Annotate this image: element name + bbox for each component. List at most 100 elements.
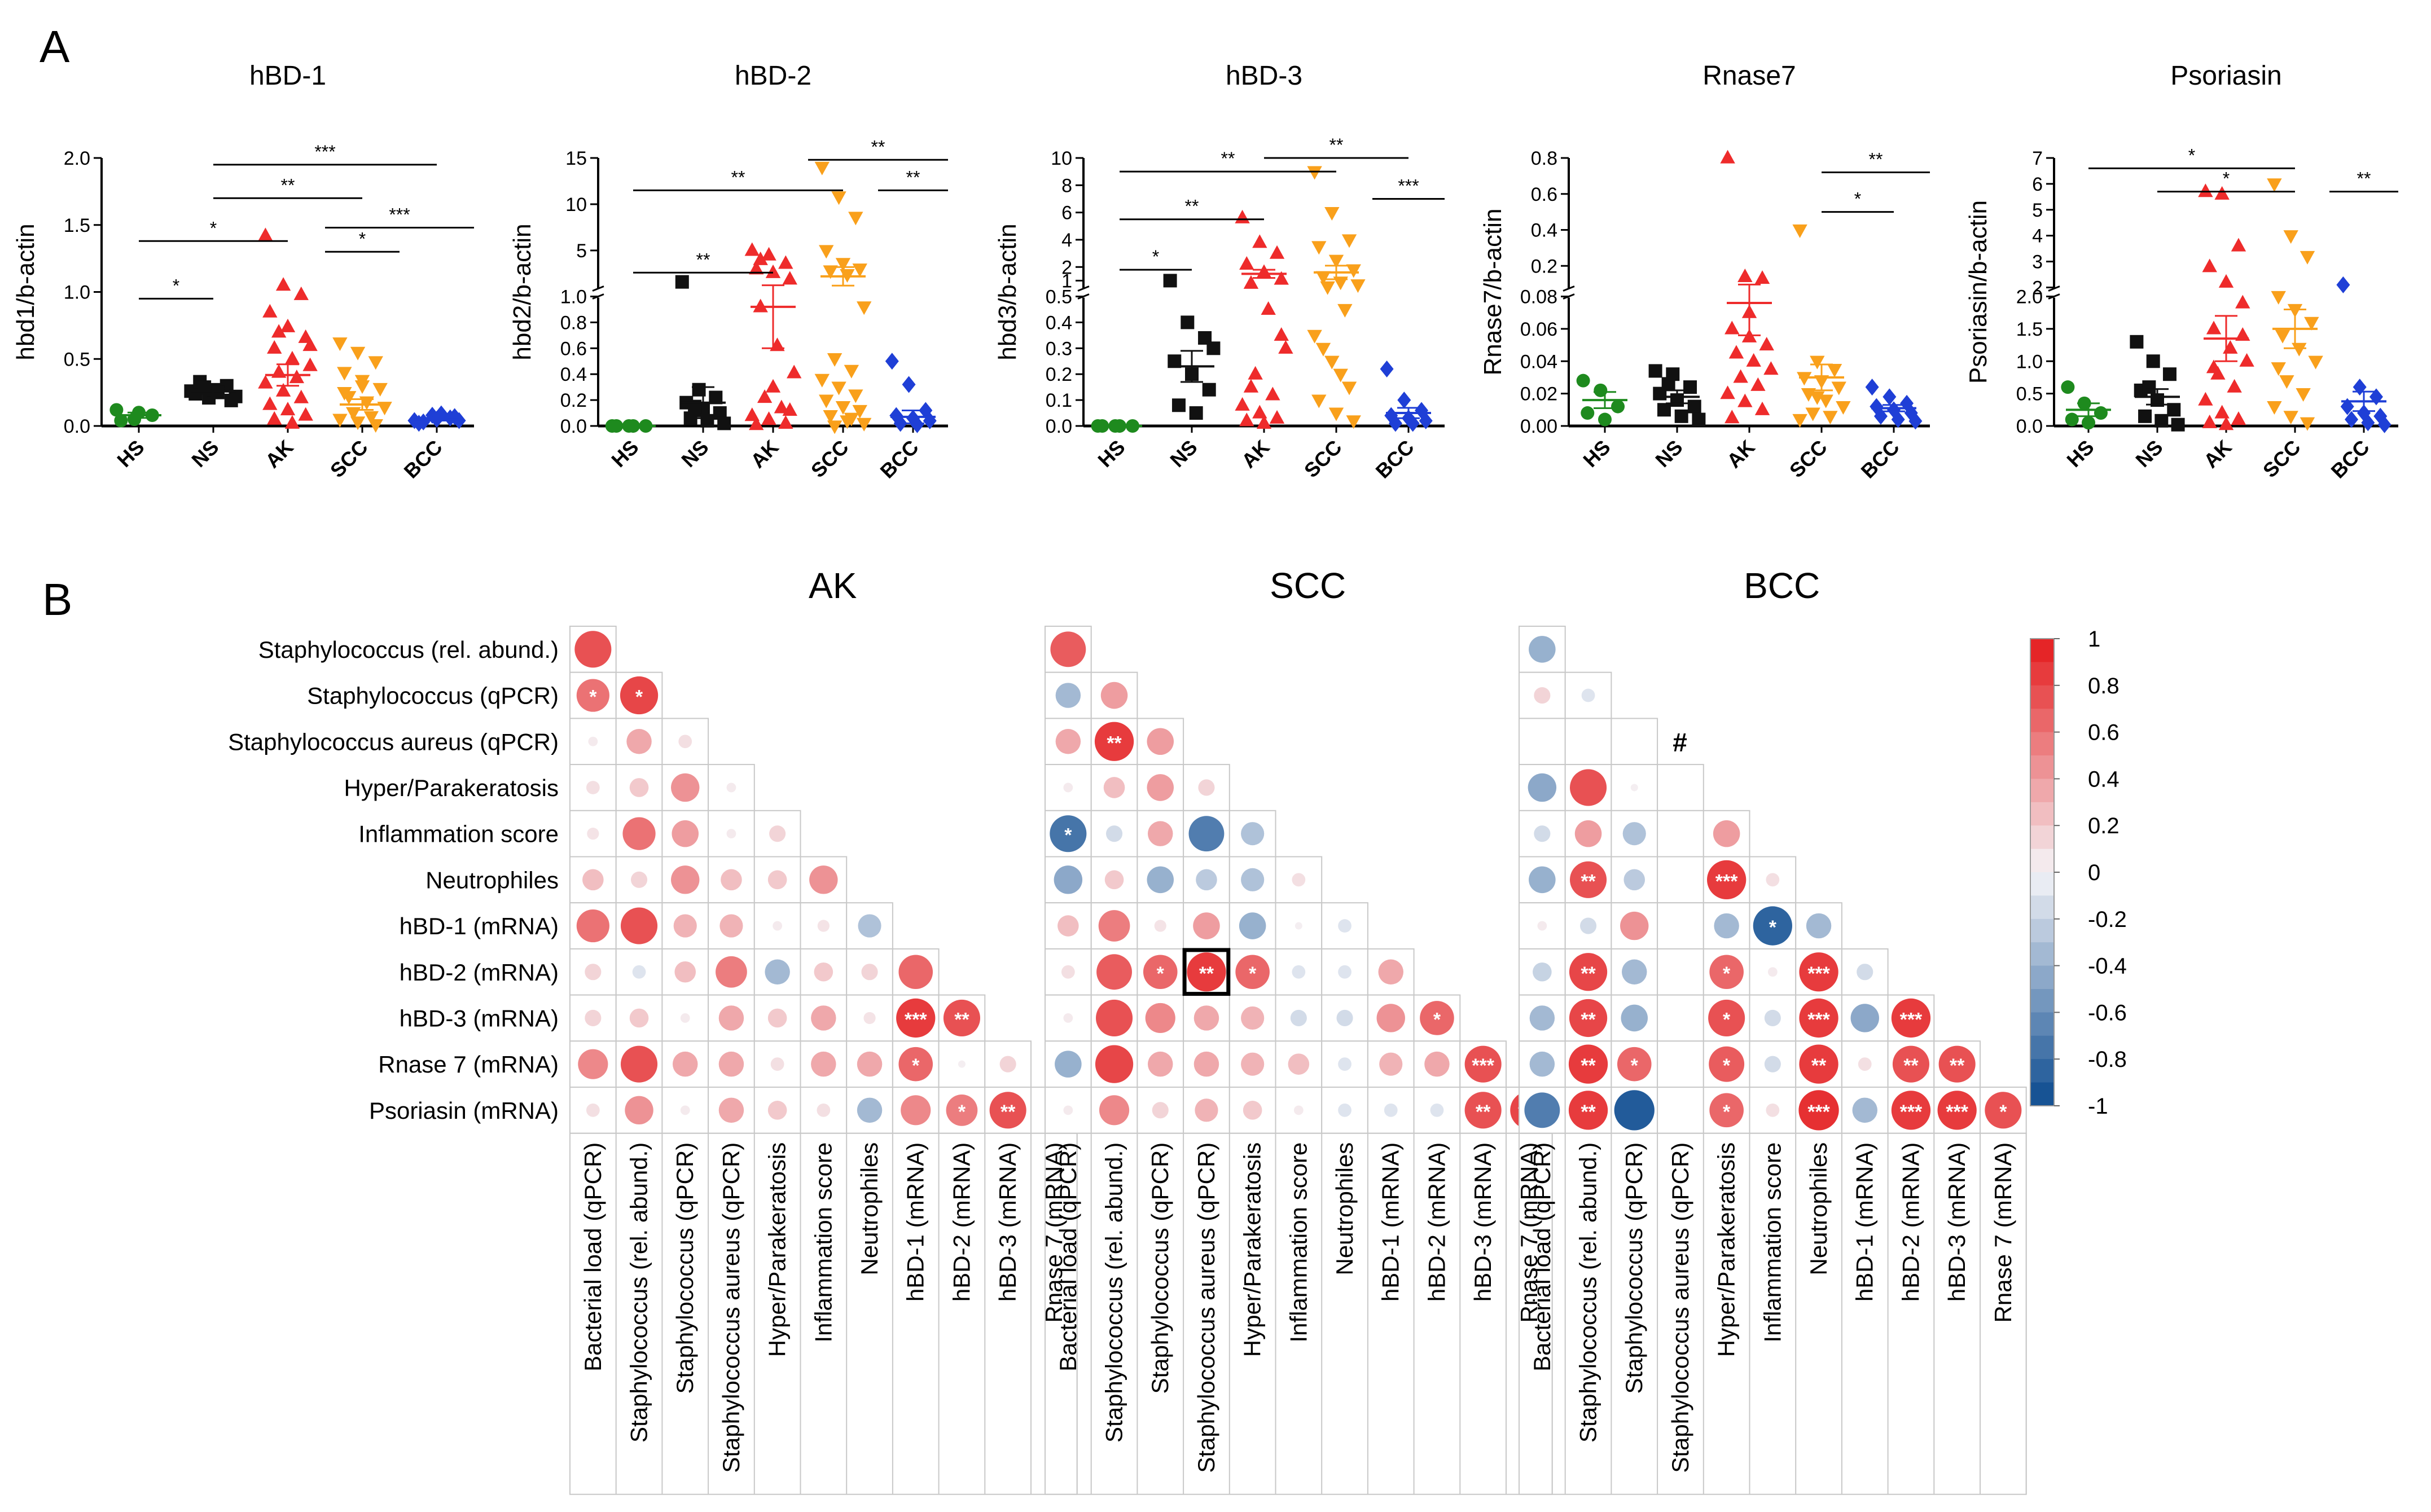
data-point bbox=[1661, 377, 1675, 391]
column-label: hBD-3 (mRNA) bbox=[994, 1142, 1021, 1302]
data-point bbox=[1324, 355, 1340, 370]
correlation-circle bbox=[1570, 861, 1607, 898]
correlation-circle bbox=[1799, 998, 1838, 1038]
column-label: Neutrophiles bbox=[1805, 1142, 1832, 1276]
y-tick-label: 6 bbox=[2032, 174, 2043, 195]
y-tick-label: 0.4 bbox=[560, 364, 587, 385]
colorbar-segment bbox=[2030, 942, 2054, 966]
colorbar-tick-label: -1 bbox=[2088, 1094, 2108, 1119]
data-point bbox=[262, 304, 278, 318]
correlation-circle bbox=[1524, 1092, 1560, 1128]
data-point bbox=[1792, 224, 1807, 238]
data-point bbox=[814, 373, 830, 388]
significance-star: * bbox=[1157, 963, 1165, 984]
column-label: Inflammation score bbox=[1759, 1142, 1785, 1343]
data-point bbox=[757, 389, 773, 403]
matrix-cell bbox=[1657, 902, 1704, 950]
y-tick-label: 1.5 bbox=[2016, 319, 2043, 340]
correlation-circle bbox=[811, 1051, 836, 1077]
data-point bbox=[1235, 397, 1250, 411]
matrix-cell bbox=[1657, 764, 1704, 811]
y-tick-label: 15 bbox=[565, 148, 587, 169]
y-tick-label: 7 bbox=[2032, 148, 2043, 169]
x-tick-label: NS bbox=[1165, 436, 1201, 472]
chart-title: Psoriasin bbox=[2170, 61, 2281, 91]
correlation-circle bbox=[989, 1092, 1026, 1129]
correlation-circle bbox=[721, 869, 742, 891]
colorbar-segment bbox=[2030, 918, 2054, 943]
data-point bbox=[1269, 410, 1285, 424]
panel-a-label: A bbox=[40, 21, 70, 72]
significance-label: ** bbox=[1329, 135, 1344, 155]
correlation-circle bbox=[1529, 866, 1556, 894]
data-point bbox=[2065, 412, 2079, 427]
data-point bbox=[1171, 398, 1186, 412]
significance-label: * bbox=[173, 275, 179, 296]
data-point bbox=[271, 324, 287, 338]
correlation-circle bbox=[1292, 873, 1306, 887]
column-label: Staphylococcus (rel. abund.) bbox=[626, 1142, 652, 1443]
significance-star: ** bbox=[1476, 1101, 1491, 1123]
colorbar-tick-label: 0.8 bbox=[2088, 674, 2120, 698]
data-point bbox=[1750, 377, 1766, 391]
correlation-circle bbox=[1241, 868, 1265, 891]
matrix-cell bbox=[569, 1040, 617, 1088]
highlight-box bbox=[1182, 948, 1231, 996]
significance-star: * bbox=[1723, 963, 1731, 984]
significance-star: * bbox=[958, 1101, 966, 1123]
colorbar-segment bbox=[2030, 895, 2054, 920]
colorbar-segment bbox=[2030, 1012, 2054, 1036]
data-point bbox=[1657, 403, 1671, 417]
correlation-circle bbox=[1054, 865, 1083, 894]
matrix-cell bbox=[1657, 1087, 1704, 1134]
y-tick-label: 8 bbox=[1061, 175, 1072, 196]
row-label: hBD-3 (mRNA) bbox=[400, 1005, 559, 1031]
significance-star: * bbox=[1631, 1055, 1639, 1076]
row-label: Rnase 7 (mRNA) bbox=[378, 1051, 559, 1078]
correlation-circle bbox=[1937, 1091, 1977, 1130]
data-point bbox=[1728, 345, 1744, 359]
data-point bbox=[761, 247, 776, 261]
correlation-circle bbox=[1055, 683, 1081, 708]
data-point bbox=[774, 399, 789, 414]
colorbar-segment bbox=[2030, 825, 2054, 850]
x-tick-label: BCC bbox=[1371, 436, 1419, 483]
correlation-circle bbox=[1292, 965, 1306, 979]
correlation-circle bbox=[1707, 860, 1747, 899]
x-tick-label: HS bbox=[607, 436, 643, 472]
axis-break-mark bbox=[592, 285, 604, 292]
correlation-circle bbox=[1104, 870, 1124, 890]
correlation-circle bbox=[621, 1045, 658, 1083]
significance-star: ** bbox=[1001, 1101, 1016, 1123]
correlation-circle bbox=[1288, 1053, 1310, 1075]
data-point bbox=[2082, 416, 2095, 430]
data-point bbox=[778, 415, 793, 429]
correlation-circle bbox=[1528, 773, 1557, 802]
data-point bbox=[2223, 340, 2238, 354]
data-point bbox=[289, 370, 305, 384]
data-point bbox=[852, 263, 867, 278]
column-label: Inflammation score bbox=[810, 1142, 836, 1343]
row-label: Staphylococcus (rel. abund.) bbox=[258, 636, 559, 663]
y-tick-label: 0.5 bbox=[2016, 384, 2043, 405]
correlation-circle bbox=[1338, 965, 1351, 979]
data-point bbox=[2235, 327, 2250, 341]
correlation-circle bbox=[671, 773, 700, 802]
significance-star: ** bbox=[1581, 1055, 1596, 1076]
correlation-circle bbox=[958, 1060, 966, 1068]
correlation-circle bbox=[1105, 825, 1123, 842]
colorbar-segment bbox=[2030, 1035, 2054, 1060]
matrix-cell bbox=[1519, 764, 1566, 811]
correlation-circle bbox=[898, 1047, 933, 1082]
data-point bbox=[1754, 401, 1770, 415]
y-tick-label: 0.0 bbox=[560, 416, 587, 437]
y-tick-label: 2 bbox=[2032, 278, 2043, 299]
matrix-cell bbox=[1657, 994, 1704, 1042]
column-label: Staphylococcus (rel. abund.) bbox=[1101, 1142, 1127, 1443]
correlation-circle bbox=[1568, 1044, 1608, 1084]
correlation-circle bbox=[1709, 955, 1744, 990]
significance-star: ** bbox=[1581, 871, 1596, 892]
correlation-circle bbox=[1055, 1051, 1082, 1078]
x-tick-label: NS bbox=[1651, 436, 1687, 472]
